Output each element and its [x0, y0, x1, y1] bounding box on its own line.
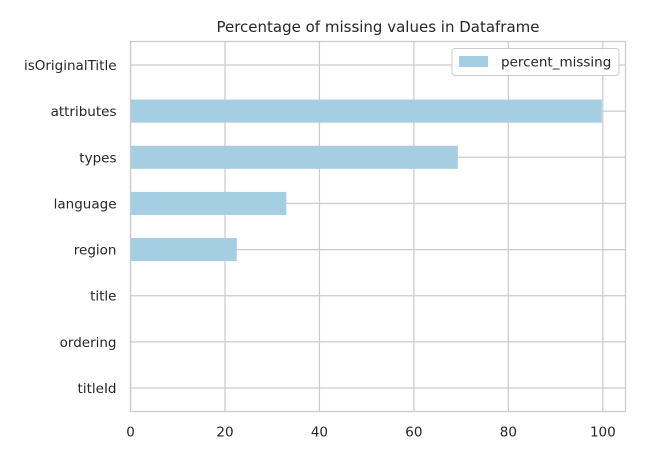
y-tick-label: attributes	[51, 104, 117, 120]
legend-label: percent_missing	[501, 55, 611, 71]
x-tick-label: 100	[590, 425, 616, 441]
plot-frame	[129, 40, 627, 413]
bar-attributes	[130, 99, 602, 123]
x-tick-label: 60	[405, 425, 422, 441]
y-tick-label: ordering	[60, 335, 117, 351]
x-tick-label: 40	[311, 425, 328, 441]
y-tick-label: region	[74, 243, 117, 259]
y-tick-label: language	[54, 196, 117, 212]
y-tick-label: titleId	[78, 381, 117, 397]
bars	[130, 99, 602, 262]
legend-swatch	[459, 56, 488, 67]
legend: percent_missing	[451, 48, 620, 76]
bar-types	[130, 145, 458, 169]
legend-box	[451, 48, 620, 76]
grid-lines	[129, 41, 626, 412]
y-tick-labels: titleId ordering title region language types a…	[24, 58, 117, 397]
bar-region	[130, 238, 237, 262]
bar-language	[130, 191, 287, 215]
x-tick-labels: 0 20 40 60 80 100	[126, 425, 616, 441]
x-tick-label: 0	[126, 425, 135, 441]
y-tick-label: title	[90, 289, 116, 305]
x-tick-label: 20	[216, 425, 233, 441]
y-tick-label: types	[79, 150, 116, 166]
chart-title: Percentage of missing values in Datafram…	[216, 18, 539, 36]
x-tick-label: 80	[500, 425, 517, 441]
y-tick-label: isOriginalTitle	[24, 58, 117, 74]
